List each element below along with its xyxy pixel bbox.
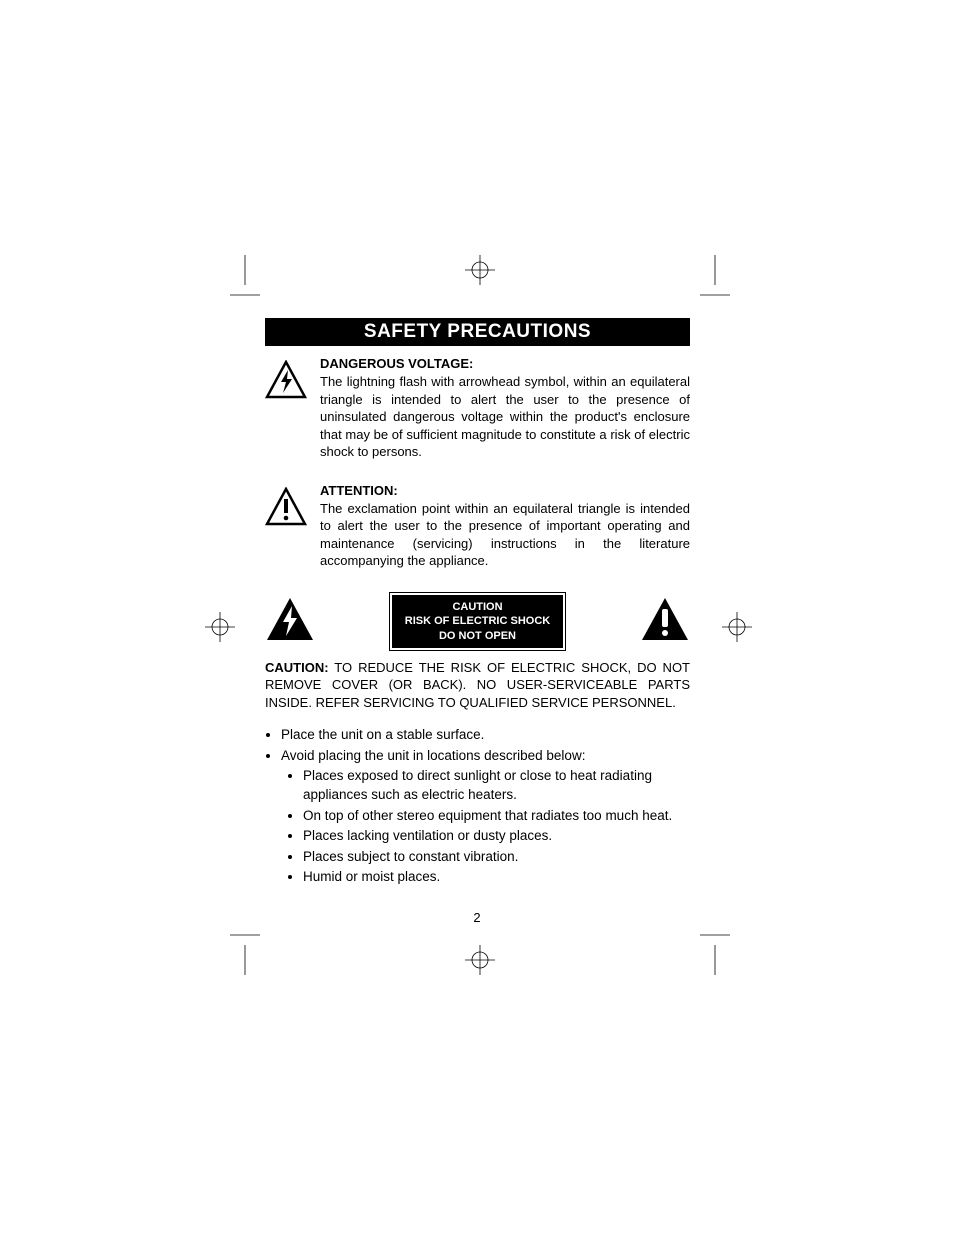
- page-title: SAFETY PRECAUTIONS: [265, 318, 690, 346]
- page-number: 2: [473, 910, 480, 925]
- caution-text: TO REDUCE THE RISK OF ELECTRIC SHOCK, DO…: [265, 660, 690, 710]
- list-item: Avoid placing the unit in locations desc…: [281, 746, 690, 887]
- list-item: Humid or moist places.: [303, 867, 690, 887]
- precaution-sublist: Places exposed to direct sunlight or clo…: [281, 766, 690, 887]
- list-item: Places subject to constant vibration.: [303, 847, 690, 867]
- document-page: SAFETY PRECAUTIONS DANGEROUS VOLTAGE: Th…: [265, 318, 690, 888]
- caution-line2: RISK OF ELECTRIC SHOCK: [405, 614, 550, 628]
- list-item: On top of other stereo equipment that ra…: [303, 806, 690, 826]
- list-item: Place the unit on a stable surface.: [281, 725, 690, 745]
- list-item: Places exposed to direct sunlight or clo…: [303, 766, 690, 805]
- caution-line3: DO NOT OPEN: [405, 629, 550, 643]
- precaution-list: Place the unit on a stable surface. Avoi…: [265, 725, 690, 887]
- caution-line1: CAUTION: [405, 600, 550, 614]
- lightning-triangle-solid-icon: [265, 596, 315, 647]
- caution-label: CAUTION:: [265, 660, 329, 675]
- caution-box: CAUTION RISK OF ELECTRIC SHOCK DO NOT OP…: [389, 592, 566, 651]
- caution-row: CAUTION RISK OF ELECTRIC SHOCK DO NOT OP…: [265, 592, 690, 651]
- exclamation-triangle-solid-icon: [640, 596, 690, 647]
- section-dangerous-voltage: DANGEROUS VOLTAGE: The lightning flash w…: [265, 356, 690, 461]
- section-body: The lightning flash with arrowhead symbo…: [320, 373, 690, 461]
- list-item: Places lacking ventilation or dusty plac…: [303, 826, 690, 846]
- section-heading: DANGEROUS VOLTAGE:: [320, 356, 690, 371]
- lightning-triangle-icon: [265, 356, 310, 405]
- section-body: The exclamation point within an equilate…: [320, 500, 690, 570]
- caution-paragraph: CAUTION: TO REDUCE THE RISK OF ELECTRIC …: [265, 659, 690, 712]
- section-heading: ATTENTION:: [320, 483, 690, 498]
- section-attention: ATTENTION: The exclamation point within …: [265, 483, 690, 570]
- exclamation-triangle-icon: [265, 483, 310, 532]
